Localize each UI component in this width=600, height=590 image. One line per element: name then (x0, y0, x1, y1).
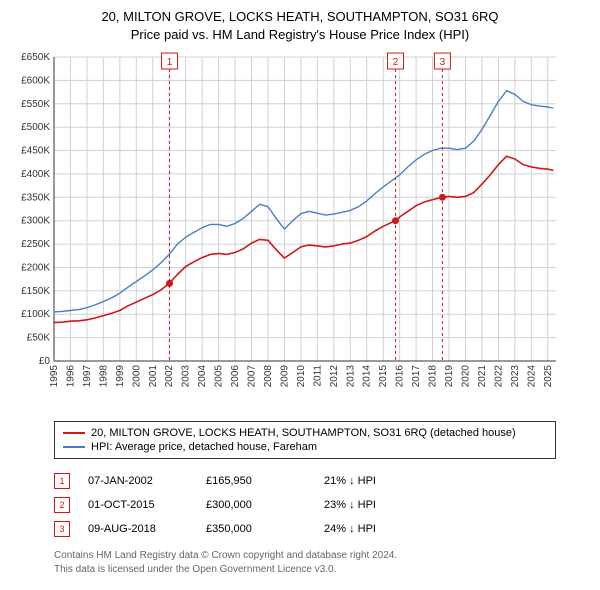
event-date: 07-JAN-2002 (88, 475, 188, 487)
svg-text:2005: 2005 (214, 365, 225, 388)
svg-text:1997: 1997 (82, 365, 93, 388)
event-row: 2 01-OCT-2015 £300,000 23% ↓ HPI (54, 493, 556, 517)
svg-text:2008: 2008 (263, 365, 274, 388)
event-marker-box: 3 (54, 521, 70, 537)
svg-text:2025: 2025 (543, 365, 554, 388)
event-hpi-diff: 21% ↓ HPI (324, 475, 556, 487)
svg-text:2001: 2001 (148, 365, 159, 388)
sale-events: 1 07-JAN-2002 £165,950 21% ↓ HPI 2 01-OCT-201… (54, 469, 556, 541)
svg-text:2013: 2013 (345, 365, 356, 388)
event-price: £165,950 (206, 475, 306, 487)
event-marker-box: 2 (54, 497, 70, 513)
svg-text:2016: 2016 (395, 365, 406, 388)
svg-text:£50K: £50K (27, 333, 51, 344)
title-line-2: Price paid vs. HM Land Registry's House … (10, 26, 590, 44)
chart-svg: £0£50K£100K£150K£200K£250K£300K£350K£400… (10, 51, 590, 411)
svg-text:1996: 1996 (65, 365, 76, 388)
svg-text:£550K: £550K (21, 99, 50, 110)
event-hpi-diff: 24% ↓ HPI (324, 523, 556, 535)
legend-row: 20, MILTON GROVE, LOCKS HEATH, SOUTHAMPT… (63, 426, 547, 440)
svg-text:2009: 2009 (279, 365, 290, 388)
svg-text:2002: 2002 (164, 365, 175, 388)
svg-text:2022: 2022 (493, 365, 504, 388)
legend-label: HPI: Average price, detached house, Fare… (91, 441, 317, 453)
event-price: £300,000 (206, 499, 306, 511)
data-source-footer: Contains HM Land Registry data © Crown c… (54, 549, 556, 576)
event-hpi-diff: 23% ↓ HPI (324, 499, 556, 511)
event-date: 09-AUG-2018 (88, 523, 188, 535)
svg-text:2012: 2012 (329, 365, 340, 388)
svg-text:1999: 1999 (115, 365, 126, 388)
event-price: £350,000 (206, 523, 306, 535)
svg-text:2003: 2003 (181, 365, 192, 388)
footer-line-1: Contains HM Land Registry data © Crown c… (54, 549, 556, 563)
svg-text:2017: 2017 (411, 365, 422, 388)
svg-text:2014: 2014 (362, 365, 373, 388)
svg-text:2024: 2024 (526, 365, 537, 388)
svg-text:2021: 2021 (477, 365, 488, 388)
svg-text:2019: 2019 (444, 365, 455, 388)
svg-text:2023: 2023 (510, 365, 521, 388)
svg-text:£500K: £500K (21, 122, 50, 133)
svg-text:3: 3 (440, 57, 446, 68)
svg-text:1995: 1995 (49, 365, 60, 388)
legend-swatch (63, 446, 85, 448)
svg-text:2010: 2010 (296, 365, 307, 388)
price-chart: £0£50K£100K£150K£200K£250K£300K£350K£400… (10, 51, 590, 411)
svg-text:£350K: £350K (21, 192, 50, 203)
footer-line-2: This data is licensed under the Open Gov… (54, 563, 556, 577)
legend-label: 20, MILTON GROVE, LOCKS HEATH, SOUTHAMPT… (91, 427, 516, 439)
svg-text:2007: 2007 (247, 365, 258, 388)
title-line-1: 20, MILTON GROVE, LOCKS HEATH, SOUTHAMPT… (10, 8, 590, 26)
svg-text:£250K: £250K (21, 239, 50, 250)
svg-text:£400K: £400K (21, 169, 50, 180)
event-row: 3 09-AUG-2018 £350,000 24% ↓ HPI (54, 517, 556, 541)
svg-text:2018: 2018 (428, 365, 439, 388)
legend-swatch (63, 432, 85, 434)
svg-text:2: 2 (393, 57, 399, 68)
svg-text:2006: 2006 (230, 365, 241, 388)
svg-text:£150K: £150K (21, 286, 50, 297)
legend-row: HPI: Average price, detached house, Fare… (63, 440, 547, 454)
svg-text:2020: 2020 (460, 365, 471, 388)
svg-text:2004: 2004 (197, 365, 208, 388)
svg-text:2011: 2011 (312, 365, 323, 387)
svg-text:2015: 2015 (378, 365, 389, 388)
svg-text:1: 1 (167, 57, 173, 68)
event-marker-box: 1 (54, 473, 70, 489)
svg-text:1998: 1998 (98, 365, 109, 388)
svg-text:£450K: £450K (21, 146, 50, 157)
svg-text:£200K: £200K (21, 263, 50, 274)
svg-text:£600K: £600K (21, 75, 50, 86)
svg-text:2000: 2000 (131, 365, 142, 388)
chart-title: 20, MILTON GROVE, LOCKS HEATH, SOUTHAMPT… (10, 8, 590, 43)
svg-text:£300K: £300K (21, 216, 50, 227)
legend: 20, MILTON GROVE, LOCKS HEATH, SOUTHAMPT… (54, 421, 556, 459)
event-row: 1 07-JAN-2002 £165,950 21% ↓ HPI (54, 469, 556, 493)
svg-text:£100K: £100K (21, 309, 50, 320)
event-date: 01-OCT-2015 (88, 499, 188, 511)
page: 20, MILTON GROVE, LOCKS HEATH, SOUTHAMPT… (0, 0, 600, 584)
svg-text:£650K: £650K (21, 52, 50, 63)
